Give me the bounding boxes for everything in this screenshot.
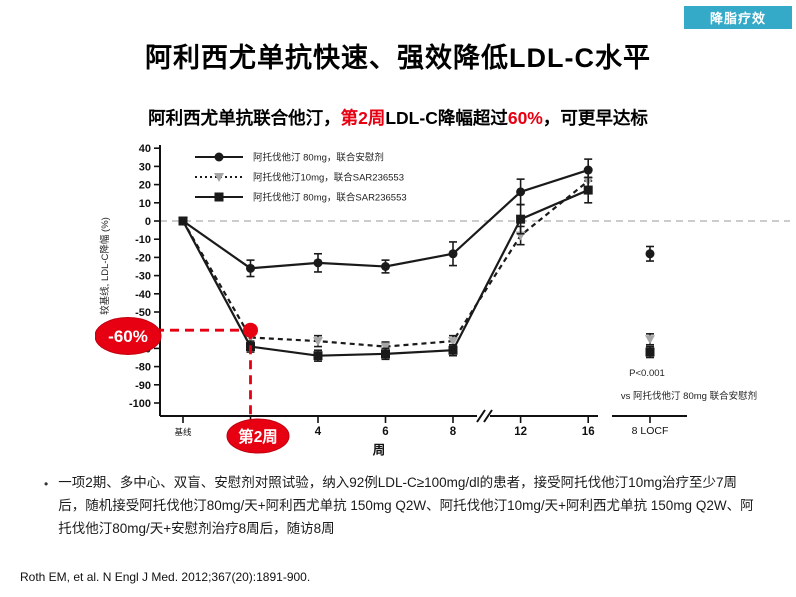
study-note: • 一项2期、多中心、双盲、安慰剂对照试验，纳入92例LDL-C≥100mg/d… xyxy=(44,472,754,541)
svg-text:0: 0 xyxy=(145,216,151,228)
y-axis-label: 较基线, LDL-C降幅 (%) xyxy=(99,217,111,315)
page-title: 阿利西尤单抗快速、强效降低LDL-C水平 xyxy=(145,43,651,73)
svg-text:16: 16 xyxy=(582,426,595,438)
subtitle-part2: LDL-C降幅超过 xyxy=(385,108,508,128)
citation: Roth EM, et al. N Engl J Med. 2012;367(2… xyxy=(20,570,311,584)
legend-label-1: 阿托伐他汀10mg，联合SAR236553 xyxy=(253,172,404,184)
p-value: P<0.001 xyxy=(629,368,665,379)
svg-text:-20: -20 xyxy=(135,252,151,264)
svg-text:-80: -80 xyxy=(135,362,151,374)
highlight-week-oval-label: 第2周 xyxy=(238,427,278,446)
svg-text:10: 10 xyxy=(139,198,151,210)
highlight-value-oval xyxy=(94,317,162,355)
svg-text:-50: -50 xyxy=(135,307,151,319)
svg-text:12: 12 xyxy=(514,426,527,438)
svg-text:-40: -40 xyxy=(135,289,151,301)
svg-text:20: 20 xyxy=(139,180,151,192)
axis-break-mark xyxy=(476,409,486,423)
highlight-annotations: -60% 第2周 xyxy=(94,317,290,454)
svg-text:40: 40 xyxy=(139,143,151,155)
svg-text:8: 8 xyxy=(450,426,457,438)
subtitle: 阿利西尤单抗联合他汀，第2周LDL-C降幅超过60%，可更早达标 xyxy=(0,105,796,130)
series-0 xyxy=(178,158,655,278)
locf-label: 8 LOCF xyxy=(632,425,669,437)
chart-area: 403020100-10-20-30-40-50-60-70-80-90-100… xyxy=(94,136,795,470)
x-axis-label: 周 xyxy=(373,443,386,457)
highlight-value-label: -60% xyxy=(108,327,148,346)
subtitle-part1: 阿利西尤单抗联合他汀， xyxy=(148,108,341,128)
highlight-week-oval xyxy=(226,418,290,454)
svg-text:30: 30 xyxy=(139,161,151,173)
svg-text:6: 6 xyxy=(382,426,388,438)
y-axis: 403020100-10-20-30-40-50-60-70-80-90-100… xyxy=(99,143,161,416)
subtitle-highlight-pct: 60% xyxy=(507,108,543,128)
svg-text:-10: -10 xyxy=(135,234,151,246)
svg-text:基线: 基线 xyxy=(174,427,192,437)
svg-text:-100: -100 xyxy=(129,398,151,410)
bullet-icon: • xyxy=(44,477,49,491)
ldl-line-chart: 403020100-10-20-30-40-50-60-70-80-90-100… xyxy=(94,143,790,457)
study-note-text: 一项2期、多中心、双盲、安慰剂对照试验，纳入92例LDL-C≥100mg/dl的… xyxy=(58,475,754,536)
svg-text:-30: -30 xyxy=(135,271,151,283)
subtitle-part3: ，可更早达标 xyxy=(542,108,648,128)
subtitle-highlight-week: 第2周 xyxy=(340,108,386,128)
svg-text:4: 4 xyxy=(315,426,322,438)
p-value-comparator: vs 阿托伐他汀 80mg 联合安慰剂 xyxy=(621,390,757,402)
legend-label-2: 阿托伐他汀 80mg，联合SAR236553 xyxy=(253,192,407,204)
axis-break-gap xyxy=(477,412,490,420)
axis-break-mark xyxy=(483,409,493,423)
legend-label-0: 阿托伐他汀 80mg，联合安慰剂 xyxy=(253,152,384,164)
highlight-dot xyxy=(243,322,258,338)
topic-badge: 降脂疗效 xyxy=(684,6,792,29)
svg-text:-90: -90 xyxy=(135,380,151,392)
